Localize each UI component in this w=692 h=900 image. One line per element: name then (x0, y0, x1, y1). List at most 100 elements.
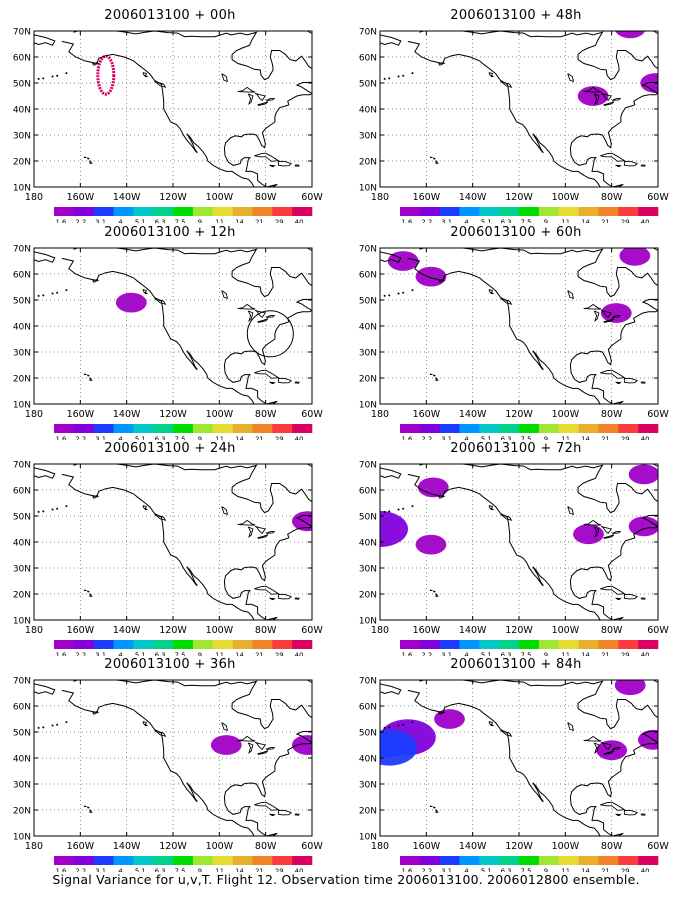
island (432, 590, 436, 593)
lat-label: 70N (359, 461, 377, 471)
colorbar-swatch (153, 424, 174, 433)
map-plot: 10N 20N 30N 40N 50N 60N 70N 180 160W 140W 120W 100W… (359, 677, 670, 873)
lake (247, 526, 254, 539)
island (294, 597, 300, 600)
island (500, 80, 513, 88)
island (615, 597, 622, 601)
island (623, 377, 639, 384)
island (623, 160, 639, 167)
lat-label: 10N (359, 401, 377, 411)
colorbar-label: 11 (561, 652, 570, 657)
lake (567, 722, 575, 732)
lat-label: 60N (13, 54, 31, 64)
map-panel-60h: 2006013100 + 60h 10N 20N 30N 40N 50N 60N 70N 18… (346, 225, 686, 440)
colorbar-label: 6.3 (501, 436, 512, 441)
colorbar-swatch (133, 207, 154, 216)
island-dot (411, 72, 414, 75)
plot-area (380, 31, 675, 187)
colorbar-swatch (400, 207, 421, 216)
island (438, 62, 446, 66)
island-dot (37, 726, 40, 729)
lake (221, 73, 229, 83)
island-dot (388, 294, 391, 297)
colorbar-label: 3.1 (441, 652, 452, 657)
island (623, 809, 639, 816)
colorbar-label: 7.5 (521, 652, 532, 657)
colorbar-label: 1.6 (402, 219, 413, 224)
map-panel-24h: 2006013100 + 24h 10N 20N 30N 40N 50N 60N 70N 18… (0, 441, 340, 656)
colorbar-label: 9 (198, 436, 202, 441)
colorbar-swatch (232, 640, 253, 649)
lake (221, 722, 229, 732)
colorbar-label: 4 (464, 219, 468, 224)
colorbar-label: 9 (198, 219, 202, 224)
coastline (61, 248, 312, 404)
variance-blob (600, 303, 632, 323)
lon-label: 80W (601, 192, 623, 203)
lake (237, 86, 256, 93)
lon-label: 120W (159, 409, 187, 420)
plot-area (380, 680, 658, 836)
colorbar-label: 29 (275, 868, 284, 873)
lon-label: 100W (552, 192, 580, 203)
lon-label: 60W (301, 841, 323, 852)
variance-blob (380, 511, 408, 547)
lat-label: 30N (359, 132, 377, 142)
colorbar-swatch (93, 424, 114, 433)
colorbar-swatch (272, 640, 293, 649)
colorbar-label: 40 (295, 652, 304, 657)
island-dot (37, 510, 40, 513)
island (432, 157, 436, 160)
colorbar-swatch (638, 424, 659, 433)
lat-label: 70N (359, 677, 377, 687)
lon-label: 180 (371, 841, 389, 852)
lake (257, 101, 269, 106)
colorbar-label: 21 (601, 868, 610, 873)
island-dot (51, 292, 54, 295)
island (488, 721, 494, 726)
lon-label: 60W (647, 192, 669, 203)
island (435, 809, 439, 814)
lon-label: 160W (67, 409, 95, 420)
colorbar-swatch (419, 856, 440, 865)
lat-label: 50N (359, 80, 377, 90)
lon-label: 100W (552, 625, 580, 636)
colorbar-swatch (439, 640, 460, 649)
colorbar-label: 5.1 (481, 868, 492, 873)
colorbar-swatch (618, 207, 639, 216)
lake (237, 735, 256, 742)
island (652, 680, 658, 683)
siberia-coast (34, 467, 56, 479)
colorbar-swatch (272, 856, 293, 865)
panel-title: 2006013100 + 72h (450, 441, 582, 456)
island-dot (65, 721, 68, 724)
colorbar-label: 40 (295, 868, 304, 873)
colorbar-swatch (479, 424, 500, 433)
lon-label: 80W (601, 841, 623, 852)
island-dot (51, 724, 54, 727)
island-dot (56, 74, 59, 77)
colorbar-label: 21 (601, 652, 610, 657)
colorbar-swatch (400, 640, 421, 649)
colorbar-label: 9 (544, 219, 548, 224)
island (269, 813, 276, 817)
island (86, 590, 90, 593)
lon-label: 140W (459, 625, 487, 636)
lat-label: 20N (359, 807, 377, 817)
lat-label: 50N (13, 513, 31, 523)
lon-label: 100W (206, 409, 234, 420)
variance-blob (628, 516, 658, 537)
colorbar-label: 21 (255, 219, 264, 224)
colorbar-label: 9 (544, 436, 548, 441)
lat-label: 20N (13, 375, 31, 385)
colorbar-swatch (73, 207, 94, 216)
colorbar-swatch (292, 640, 313, 649)
island-dot (37, 294, 40, 297)
island (652, 464, 658, 467)
island (660, 79, 675, 90)
island (142, 72, 148, 77)
colorbar-swatch (459, 424, 480, 433)
colorbar-swatch (499, 856, 520, 865)
colorbar-swatch (192, 424, 214, 433)
colorbar-swatch (113, 424, 134, 433)
